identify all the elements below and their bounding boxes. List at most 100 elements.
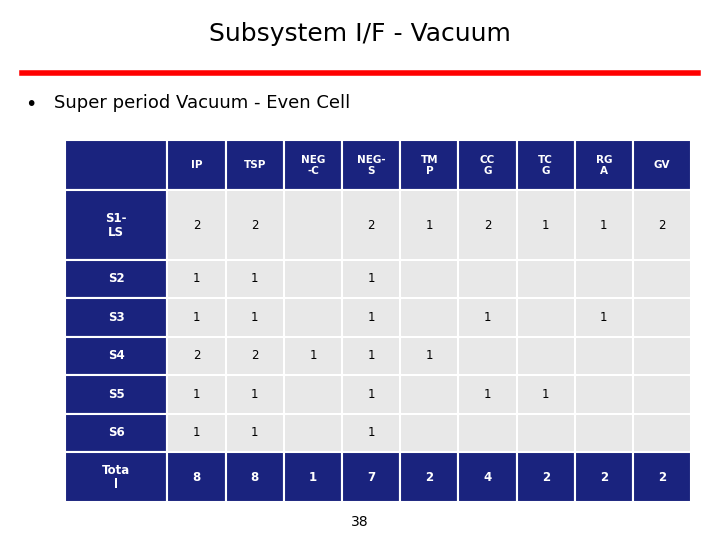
FancyBboxPatch shape <box>342 414 400 452</box>
FancyBboxPatch shape <box>400 140 459 191</box>
FancyBboxPatch shape <box>575 337 633 375</box>
FancyBboxPatch shape <box>65 191 168 260</box>
Text: 1: 1 <box>309 349 317 362</box>
FancyBboxPatch shape <box>65 375 168 414</box>
FancyBboxPatch shape <box>459 414 517 452</box>
FancyBboxPatch shape <box>459 337 517 375</box>
Text: 2: 2 <box>251 349 258 362</box>
Text: 2: 2 <box>367 219 375 232</box>
Text: 1: 1 <box>600 219 608 232</box>
Text: NEG
-C: NEG -C <box>301 155 325 176</box>
Text: 1: 1 <box>484 388 491 401</box>
FancyBboxPatch shape <box>400 452 459 502</box>
FancyBboxPatch shape <box>517 414 575 452</box>
Text: TC
G: TC G <box>539 155 553 176</box>
FancyBboxPatch shape <box>225 191 284 260</box>
FancyBboxPatch shape <box>633 414 691 452</box>
FancyBboxPatch shape <box>65 260 168 298</box>
FancyBboxPatch shape <box>575 298 633 337</box>
FancyBboxPatch shape <box>225 375 284 414</box>
FancyBboxPatch shape <box>400 375 459 414</box>
Text: 1: 1 <box>251 388 258 401</box>
FancyBboxPatch shape <box>225 452 284 502</box>
Text: 2: 2 <box>658 471 666 484</box>
Text: 2: 2 <box>251 219 258 232</box>
Text: 2: 2 <box>193 219 200 232</box>
Text: S4: S4 <box>108 349 125 362</box>
FancyBboxPatch shape <box>284 140 342 191</box>
Text: 1: 1 <box>367 349 375 362</box>
FancyBboxPatch shape <box>168 414 225 452</box>
FancyBboxPatch shape <box>168 191 225 260</box>
FancyBboxPatch shape <box>633 375 691 414</box>
Text: TSP: TSP <box>243 160 266 171</box>
Text: 2: 2 <box>600 471 608 484</box>
FancyBboxPatch shape <box>65 414 168 452</box>
Text: 1: 1 <box>484 311 491 324</box>
FancyBboxPatch shape <box>342 260 400 298</box>
FancyBboxPatch shape <box>168 337 225 375</box>
FancyBboxPatch shape <box>284 375 342 414</box>
Text: S1-
LS: S1- LS <box>105 212 127 239</box>
Text: 1: 1 <box>193 311 200 324</box>
Text: S3: S3 <box>108 311 125 324</box>
FancyBboxPatch shape <box>400 260 459 298</box>
Text: 1: 1 <box>193 388 200 401</box>
FancyBboxPatch shape <box>517 140 575 191</box>
Text: 38: 38 <box>351 515 369 529</box>
FancyBboxPatch shape <box>400 298 459 337</box>
Text: 2: 2 <box>426 471 433 484</box>
FancyBboxPatch shape <box>459 375 517 414</box>
FancyBboxPatch shape <box>517 191 575 260</box>
FancyBboxPatch shape <box>284 260 342 298</box>
FancyBboxPatch shape <box>575 414 633 452</box>
Text: S2: S2 <box>108 273 125 286</box>
Text: •: • <box>25 94 37 113</box>
Text: S5: S5 <box>108 388 125 401</box>
FancyBboxPatch shape <box>633 260 691 298</box>
Text: 1: 1 <box>367 388 375 401</box>
FancyBboxPatch shape <box>65 298 168 337</box>
Text: 8: 8 <box>251 471 259 484</box>
Text: 2: 2 <box>658 219 666 232</box>
Text: 8: 8 <box>192 471 201 484</box>
Text: CC
G: CC G <box>480 155 495 176</box>
Text: 1: 1 <box>542 219 549 232</box>
FancyBboxPatch shape <box>459 140 517 191</box>
FancyBboxPatch shape <box>517 260 575 298</box>
FancyBboxPatch shape <box>575 191 633 260</box>
FancyBboxPatch shape <box>459 191 517 260</box>
Text: 2: 2 <box>541 471 550 484</box>
Text: 1: 1 <box>309 471 317 484</box>
FancyBboxPatch shape <box>284 414 342 452</box>
Text: 1: 1 <box>251 427 258 440</box>
Text: 1: 1 <box>367 273 375 286</box>
FancyBboxPatch shape <box>400 337 459 375</box>
Text: S6: S6 <box>108 427 125 440</box>
FancyBboxPatch shape <box>225 337 284 375</box>
Text: 7: 7 <box>367 471 375 484</box>
FancyBboxPatch shape <box>342 452 400 502</box>
Text: TM
P: TM P <box>420 155 438 176</box>
Text: RG
A: RG A <box>595 155 612 176</box>
Text: 1: 1 <box>367 427 375 440</box>
FancyBboxPatch shape <box>168 375 225 414</box>
Text: 2: 2 <box>193 349 200 362</box>
FancyBboxPatch shape <box>517 298 575 337</box>
Text: NEG-
S: NEG- S <box>357 155 385 176</box>
Text: 1: 1 <box>426 219 433 232</box>
Text: 1: 1 <box>367 311 375 324</box>
Text: 1: 1 <box>542 388 549 401</box>
Text: 1: 1 <box>251 311 258 324</box>
Text: 4: 4 <box>483 471 492 484</box>
FancyBboxPatch shape <box>459 260 517 298</box>
FancyBboxPatch shape <box>342 337 400 375</box>
FancyBboxPatch shape <box>517 337 575 375</box>
FancyBboxPatch shape <box>342 140 400 191</box>
Text: 1: 1 <box>193 273 200 286</box>
FancyBboxPatch shape <box>284 452 342 502</box>
FancyBboxPatch shape <box>225 414 284 452</box>
FancyBboxPatch shape <box>517 375 575 414</box>
FancyBboxPatch shape <box>342 191 400 260</box>
FancyBboxPatch shape <box>65 140 168 191</box>
